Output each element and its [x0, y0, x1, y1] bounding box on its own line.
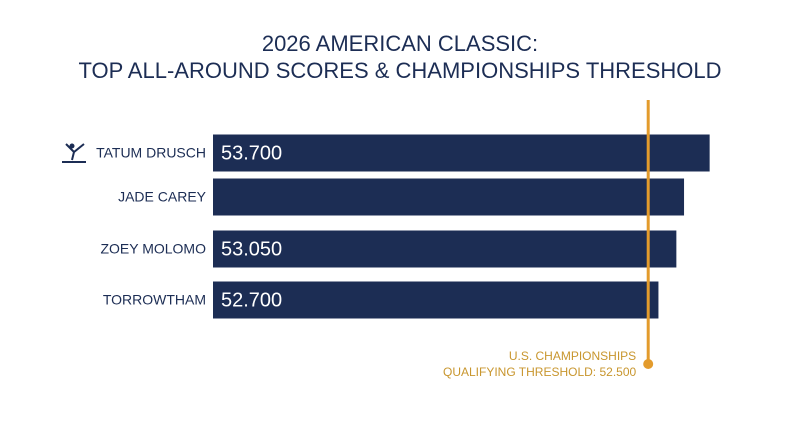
value-label: 52.700	[221, 289, 282, 311]
category-label: JADE CAREY	[118, 189, 207, 205]
category-label: TATUM DRUSCH	[96, 145, 206, 161]
bar	[213, 178, 685, 216]
threshold-label: U.S. CHAMPIONSHIPS	[509, 349, 636, 363]
category-label: ZOEY MOLOMO	[100, 241, 206, 257]
chart-title: 2026 AMERICAN CLASSIC:	[262, 31, 538, 56]
value-label: 53.700	[221, 142, 282, 164]
threshold-label: QUALIFYING THRESHOLD: 52.500	[443, 365, 637, 379]
gymnast-icon	[62, 143, 86, 163]
chart-title: TOP ALL-AROUND SCORES & CHAMPIONSHIPS TH…	[78, 58, 721, 83]
bar	[213, 230, 677, 268]
value-label: 53.050	[221, 238, 282, 260]
bar	[213, 281, 659, 319]
threshold-dot	[643, 359, 654, 369]
category-label: TORROWTHAM	[103, 292, 206, 308]
bar	[213, 134, 710, 172]
